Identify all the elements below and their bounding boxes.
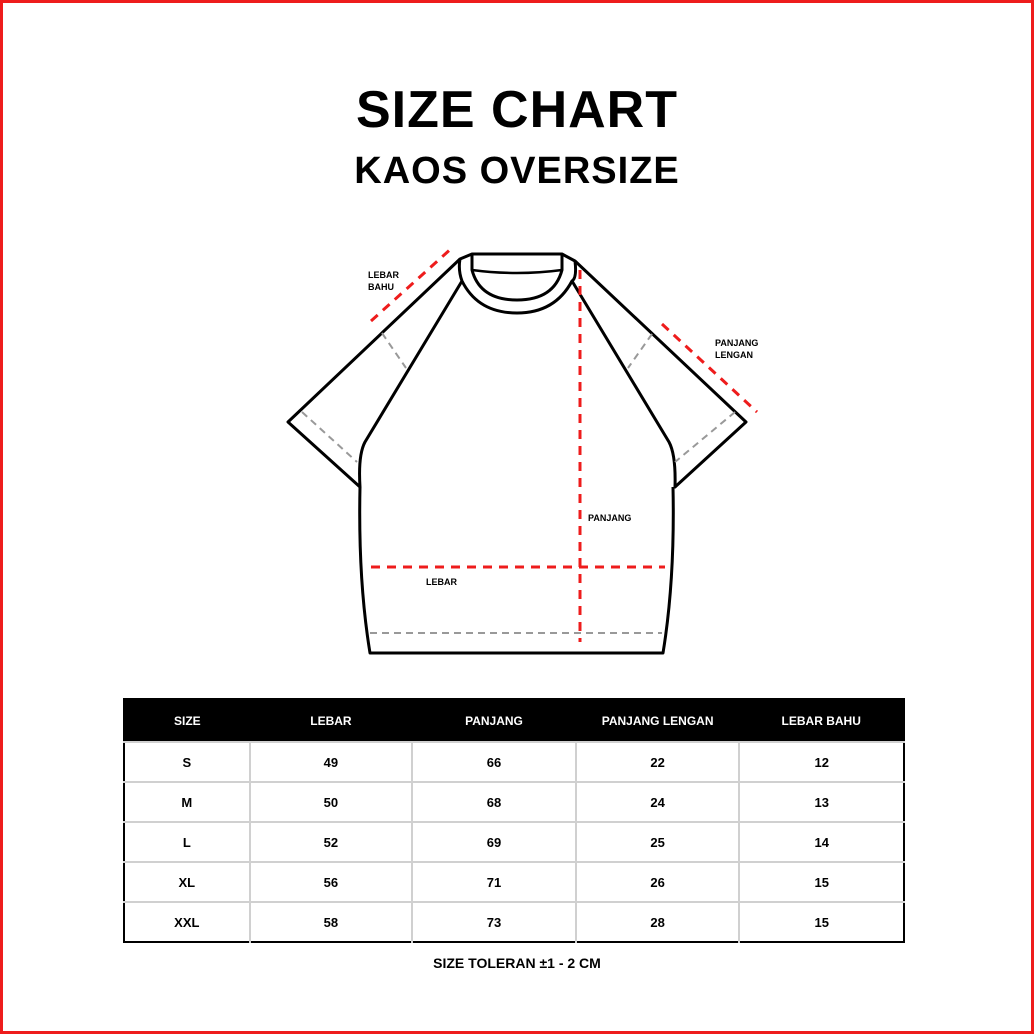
guide-lines	[301, 332, 736, 634]
size-table: SIZE LEBAR PANJANG PANJANG LENGAN LEBAR …	[123, 698, 905, 943]
table-cell: 13	[738, 781, 904, 823]
label-lebar: LEBAR	[426, 577, 457, 587]
table-cell: S	[124, 741, 251, 783]
table-row: XXL 58 73 28 15	[124, 901, 904, 942]
label-lebar-bahu: LEBAR BAHU	[368, 269, 399, 293]
label-line: PANJANG	[715, 338, 759, 348]
table-cell: 66	[411, 741, 577, 783]
table-row: M 50 68 24 13	[124, 781, 904, 823]
table-cell: 28	[574, 901, 741, 942]
tshirt-outline	[286, 252, 748, 655]
table-cell: 52	[248, 821, 414, 863]
header-cell: LEBAR	[249, 699, 413, 742]
table-cell: 56	[248, 861, 414, 903]
table-cell: 12	[738, 741, 904, 783]
table-cell: 25	[574, 821, 741, 863]
header-cell: SIZE	[124, 699, 250, 742]
table-cell: XL	[124, 861, 251, 903]
table-cell: 14	[738, 821, 904, 863]
header-cell: LEBAR BAHU	[739, 699, 904, 742]
table-cell: 15	[738, 901, 904, 942]
size-tolerance-note: SIZE TOLERAN ±1 - 2 CM	[433, 955, 601, 971]
table-row: L 52 69 25 14	[124, 821, 904, 863]
table-cell: XXL	[124, 901, 251, 942]
table-cell: 73	[411, 901, 577, 942]
measurement-lines	[369, 245, 759, 642]
table-cell: M	[124, 781, 251, 823]
label-panjang: PANJANG	[588, 513, 632, 523]
table-cell: 22	[574, 741, 741, 783]
table-cell: 71	[411, 861, 577, 903]
table-header: SIZE LEBAR PANJANG PANJANG LENGAN LEBAR …	[124, 699, 904, 742]
lebar-bahu-line	[369, 245, 455, 323]
table-cell: 68	[411, 781, 577, 823]
label-panjang-lengan: PANJANG LENGAN	[715, 337, 758, 361]
header-cell: PANJANG LENGAN	[575, 699, 740, 742]
table-cell: 15	[738, 861, 904, 903]
page-title: SIZE CHART	[356, 81, 678, 139]
table-cell: L	[124, 821, 251, 863]
table-cell: 24	[574, 781, 741, 823]
table-cell: 58	[248, 901, 414, 942]
page-subtitle: KAOS OVERSIZE	[354, 150, 680, 192]
table-cell: 50	[248, 781, 414, 823]
table-cell: 69	[411, 821, 577, 863]
panjang-lengan-line	[660, 322, 759, 414]
label-line: LENGAN	[715, 350, 753, 360]
table-row: S 49 66 22 12	[124, 741, 904, 783]
table-cell: 26	[574, 861, 741, 903]
table-row: XL 56 71 26 15	[124, 861, 904, 903]
header-cell: PANJANG	[412, 699, 576, 742]
label-line: LEBAR	[368, 270, 399, 280]
tshirt-diagram	[286, 245, 759, 655]
table-cell: 49	[248, 741, 414, 783]
label-line: BAHU	[368, 282, 394, 292]
